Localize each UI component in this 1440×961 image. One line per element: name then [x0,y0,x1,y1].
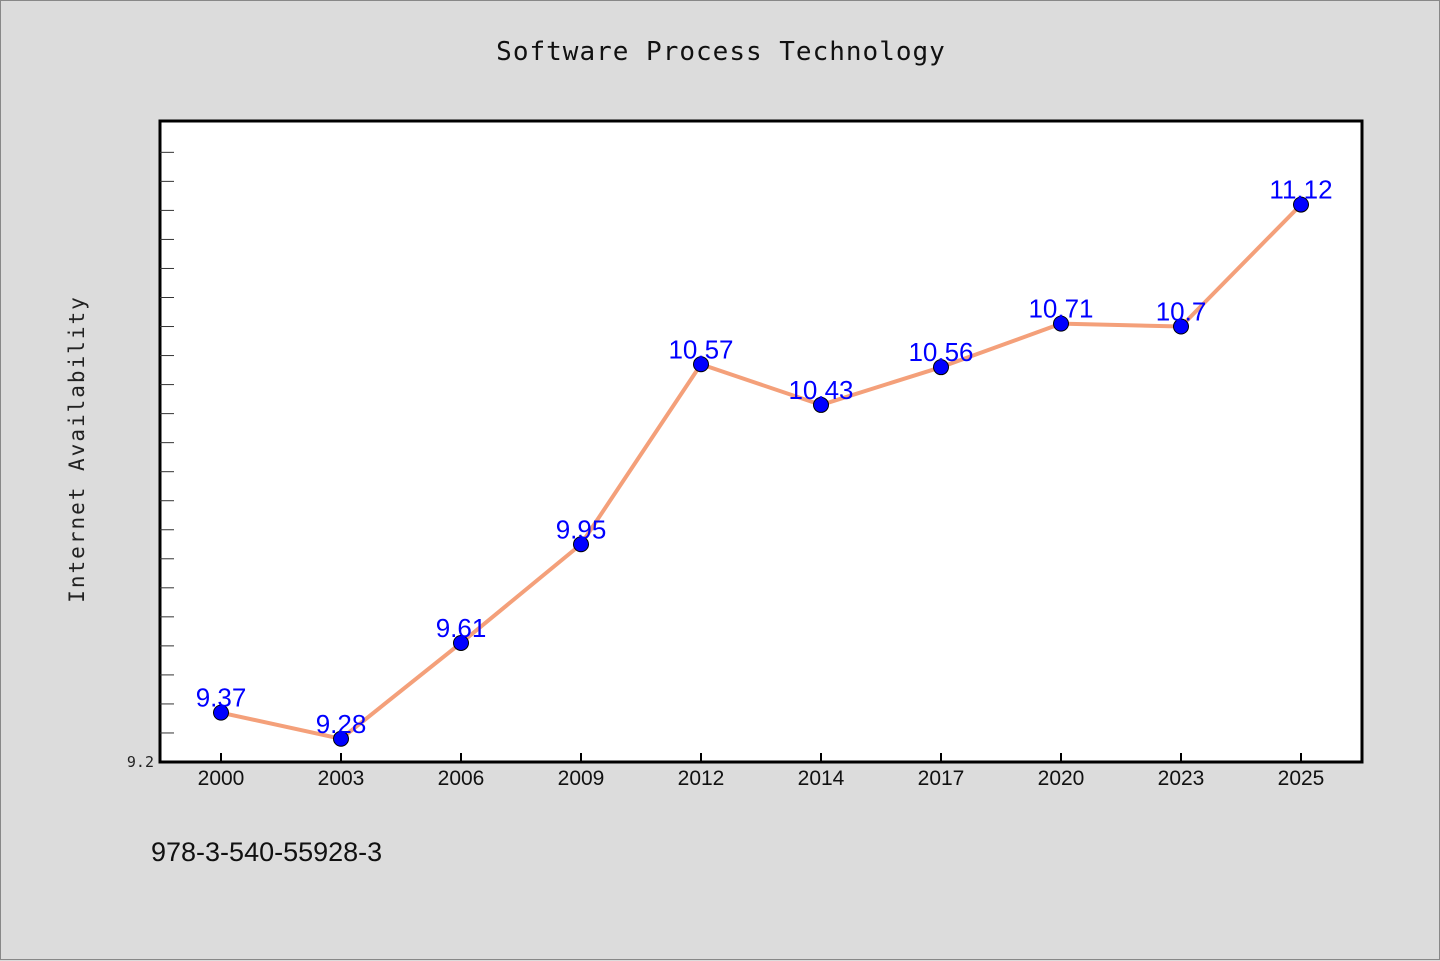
data-label: 10.57 [668,334,733,364]
x-tick-label: 2023 [1158,767,1205,790]
series-line [219,202,1303,741]
data-point [573,536,589,553]
isbn-annotation: 978-3-540-55928-3 [151,837,383,867]
data-label: 9.28 [316,709,367,739]
x-tick-label: 2014 [798,767,845,790]
data-label: 11.12 [1269,175,1332,205]
x-tick-label: 2012 [678,767,725,790]
data-label: 9.95 [556,514,607,544]
data-point [453,634,469,651]
data-label: 10.43 [788,375,853,405]
x-tick-label: 2009 [558,767,605,790]
x-tick-label: 2000 [198,767,245,790]
data-label: 10.56 [908,337,973,367]
data-point [693,356,709,373]
data-label: 10.71 [1028,294,1093,324]
chart-title: Software Process Technology [496,37,946,67]
data-label: 9.37 [196,683,247,713]
x-tick-label: 2003 [318,767,365,790]
data-label: 9.61 [436,613,487,643]
x-tick-label: 2006 [438,767,485,790]
x-tick-label: 2017 [918,767,965,790]
x-tick-label: 2025 [1278,767,1325,790]
y-tick-label: 9.2 [127,753,154,771]
data-point [1053,315,1069,332]
data-point [933,359,949,376]
x-tick-label: 2020 [1038,767,1085,790]
data-point [1293,196,1309,213]
data-point [213,704,229,721]
data-point [333,730,349,747]
data-label: 10.7 [1156,297,1207,327]
data-point [1173,318,1189,335]
data-point [813,396,829,413]
plot-area [158,119,1364,764]
